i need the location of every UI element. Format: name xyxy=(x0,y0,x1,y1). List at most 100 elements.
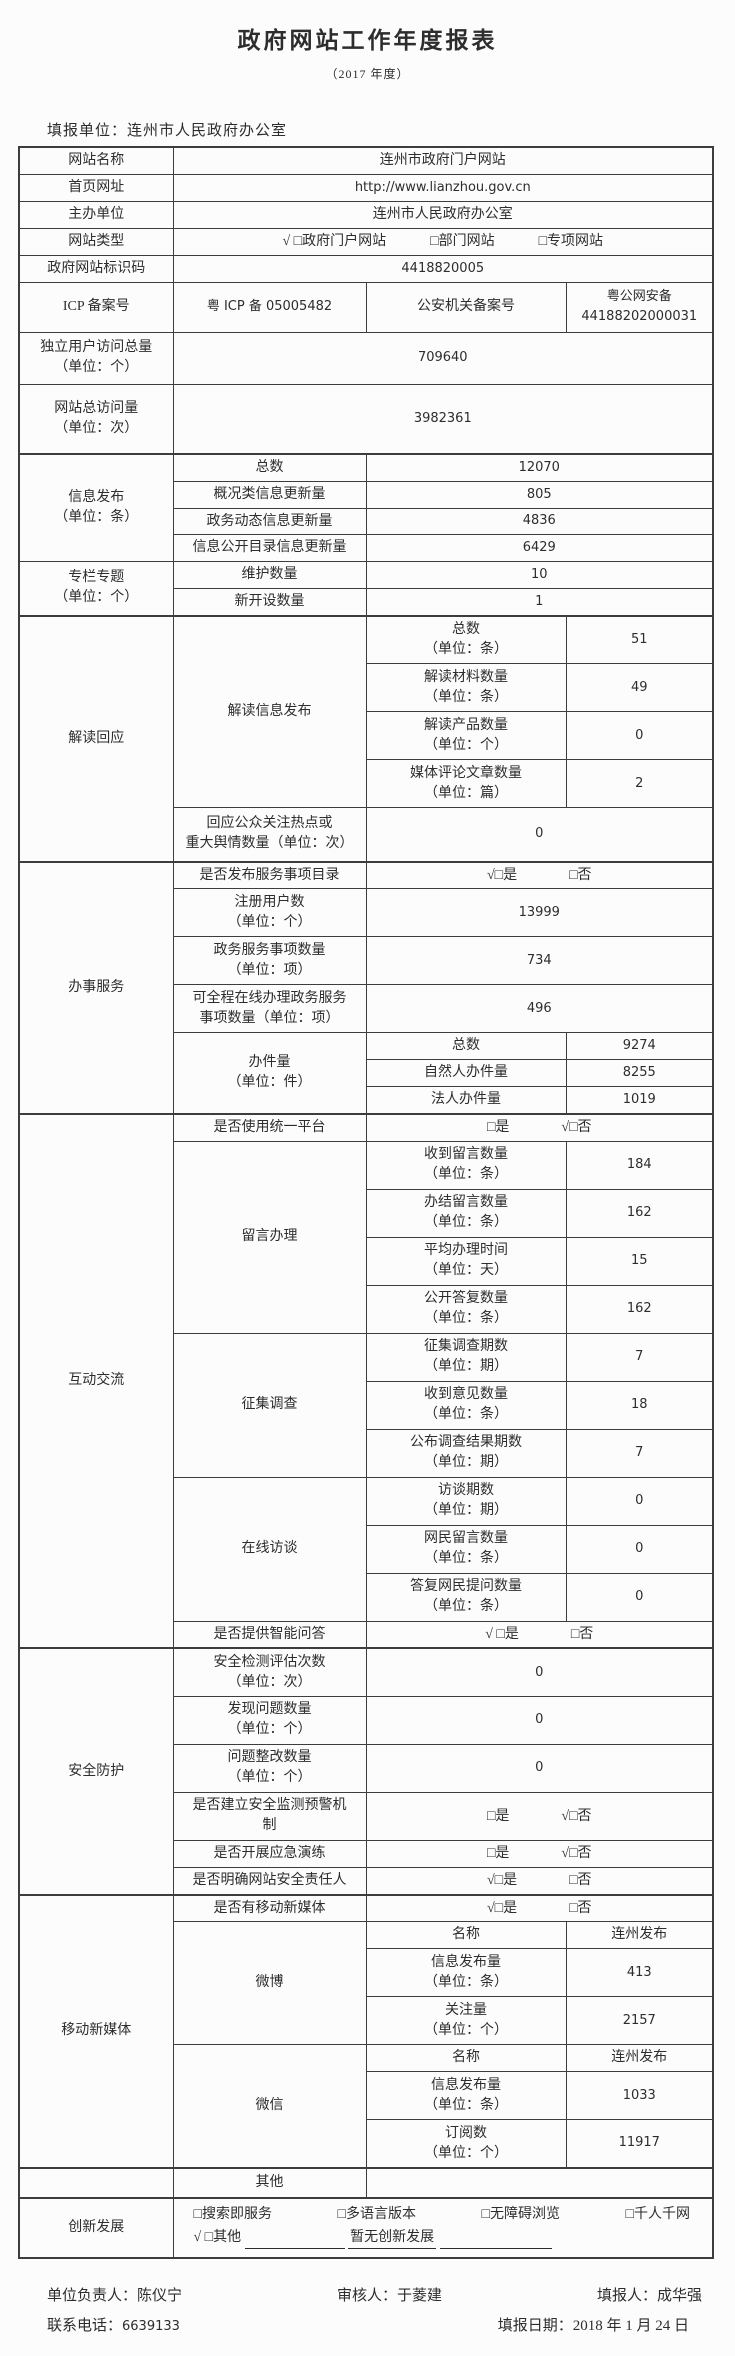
page-title: 政府网站工作年度报表 xyxy=(237,28,498,53)
report-date-label: 填报日期： xyxy=(497,2317,573,2334)
weibo-posts-value: 413 xyxy=(565,1948,714,1998)
interview-replies-label-cell: 答复网民提问数量 （单位：条） xyxy=(365,1572,567,1622)
wechat-label: 微信 xyxy=(172,2044,367,2169)
registered-users-unit: （单位：个） xyxy=(227,914,312,930)
weibo-name-label: 名称 xyxy=(365,1921,567,1950)
emergency-drill-yes-checkbox: □是 xyxy=(486,1846,510,1862)
interp-product-value: 0 xyxy=(565,711,714,761)
emergency-drill-options: □是 √□否 xyxy=(365,1839,714,1868)
volume-person-value: 8255 xyxy=(565,1059,714,1088)
service-items-label: 政务服务事项数量 xyxy=(213,942,326,958)
survey-results-value: 7 xyxy=(565,1428,714,1478)
survey-periods-unit: （单位：期） xyxy=(424,1359,508,1375)
info-release-label: 信息发布 xyxy=(68,490,125,506)
site-type-option-special-checkbox: □专项网站 xyxy=(538,233,604,249)
monitor-mechanism-options: □是 √□否 xyxy=(365,1791,714,1841)
police-record-value-line2: 44188202000031 xyxy=(581,309,698,325)
monitor-mechanism-label-line1: 是否建立安全监测预警机 xyxy=(192,1798,347,1814)
msg-received-value: 184 xyxy=(565,1140,714,1190)
police-record-value-line1: 粤公网安备 xyxy=(606,289,672,305)
security-responsible-no-checkbox: □否 xyxy=(569,1872,592,1888)
info-total-value: 12070 xyxy=(365,453,714,482)
wechat-posts-unit: （单位：条） xyxy=(424,2097,508,2113)
volume-legal-label: 法人办件量 xyxy=(365,1086,567,1115)
msg-public-reply-unit: （单位：条） xyxy=(424,1311,508,1327)
interp-media-value: 2 xyxy=(565,759,714,809)
interp-product-label: 解读产品数量 xyxy=(424,717,508,733)
footer-line-2: 联系电话：6639133 填报日期：2018 年 1 月 24 日 xyxy=(0,2311,735,2342)
hotspot-label-line1: 回应公众关注热点或 xyxy=(206,816,333,832)
unique-visitors-label: 独立用户访问总量 xyxy=(40,340,153,356)
contact-phone-label: 联系电话： xyxy=(47,2317,123,2334)
interpretation-publish-label: 解读信息发布 xyxy=(172,614,367,809)
unique-visitors-value: 709640 xyxy=(172,331,714,385)
msg-public-reply-value: 162 xyxy=(565,1284,714,1334)
unique-visitors-label-cell: 独立用户访问总量 （单位：个） xyxy=(18,331,174,385)
weibo-followers-unit: （单位：个） xyxy=(424,2022,508,2038)
reviewer: 审核人：于菱建 xyxy=(337,2281,442,2311)
weibo-posts-label-cell: 信息发布量 （单位：条） xyxy=(365,1948,567,1998)
problems-fixed-value: 0 xyxy=(365,1743,714,1793)
interview-messages-label-cell: 网民留言数量 （单位：条） xyxy=(365,1524,567,1574)
problems-found-unit: （单位：个） xyxy=(227,1722,312,1738)
reviewer-name: 于菱建 xyxy=(397,2287,443,2304)
service-catalog-no-checkbox: □否 xyxy=(569,867,592,883)
interview-messages-value: 0 xyxy=(565,1524,714,1574)
wechat-posts-label-cell: 信息发布量 （单位：条） xyxy=(365,2071,567,2121)
survey-results-label-cell: 公布调查结果期数 （单位：期） xyxy=(365,1428,567,1478)
interp-product-unit: （单位：个） xyxy=(424,737,508,753)
annual-report-table: 网站名称 连州市政府门户网站 首页网址 http://www.lianzhou.… xyxy=(18,146,715,2259)
police-record-label: 公安机关备案号 xyxy=(365,281,567,333)
interview-replies-value: 0 xyxy=(565,1572,714,1622)
home-url-label: 首页网址 xyxy=(18,173,174,202)
interp-total-value: 51 xyxy=(565,614,714,665)
registered-users-label: 注册用户数 xyxy=(234,894,305,910)
wechat-subscribers-label-cell: 订阅数 （单位：个） xyxy=(365,2119,567,2169)
survey-opinions-label: 收到意见数量 xyxy=(424,1387,508,1403)
service-items-unit: （单位：项） xyxy=(227,962,312,978)
filler-name: 成华强 xyxy=(656,2287,702,2304)
registered-users-label-cell: 注册用户数 （单位：个） xyxy=(172,888,367,938)
reporting-unit-line: 填报单位：连州市人民政府办公室 xyxy=(47,119,735,140)
interview-replies-unit: （单位：条） xyxy=(424,1599,508,1615)
monitor-mechanism-no-checkbox: √□否 xyxy=(561,1808,592,1824)
has-new-media-no-checkbox: □否 xyxy=(569,1900,592,1916)
weibo-name-value: 连州发布 xyxy=(565,1921,714,1950)
info-dynamic-label: 政务动态信息更新量 xyxy=(172,507,367,536)
section-new-media: 移动新媒体 xyxy=(18,1893,174,2169)
problems-fixed-label: 问题整改数量 xyxy=(227,1750,312,1766)
volume-legal-value: 1019 xyxy=(565,1086,714,1115)
signature-footer: 单位负责人：陈仪宁 审核人：于菱建 填报人：成华强 联系电话：6639133 填… xyxy=(0,2281,735,2342)
hotspot-value: 0 xyxy=(365,807,714,863)
service-items-value: 734 xyxy=(365,936,714,986)
problems-found-label: 发现问题数量 xyxy=(227,1702,312,1718)
has-new-media-options: √□是 □否 xyxy=(365,1893,714,1923)
unified-platform-options: □是 √□否 xyxy=(365,1112,714,1142)
weibo-label: 微博 xyxy=(172,1921,367,2046)
survey-opinions-value: 18 xyxy=(565,1380,714,1430)
innovation-option-accessibility-checkbox: □无障碍浏览 xyxy=(481,2207,560,2223)
msg-closed-value: 162 xyxy=(565,1188,714,1238)
icp-value: 粤 ICP 备 05005482 xyxy=(172,281,367,333)
online-items-label-line1: 可全程在线办理政务服务 xyxy=(192,990,347,1006)
interp-material-value: 49 xyxy=(565,663,714,713)
weibo-followers-value: 2157 xyxy=(565,1996,714,2046)
security-responsible-options: √□是 □否 xyxy=(365,1866,714,1896)
special-maintain-value: 10 xyxy=(365,560,714,589)
msg-public-reply-label: 公开答复数量 xyxy=(424,1291,508,1307)
security-checks-unit: （单位：次） xyxy=(227,1674,312,1690)
security-checks-label-cell: 安全检测评估次数 （单位：次） xyxy=(172,1647,367,1697)
has-new-media-yes-checkbox: √□是 xyxy=(486,1900,518,1916)
filler: 填报人：成华强 xyxy=(597,2281,702,2311)
security-responsible-label: 是否明确网站安全责任人 xyxy=(172,1866,367,1896)
message-handling-label: 留言办理 xyxy=(172,1140,367,1334)
msg-avg-time-label: 平均办理时间 xyxy=(424,1243,508,1259)
monitor-mechanism-label-line2: 制 xyxy=(262,1818,277,1834)
innovation-option-search-checkbox: □搜索即服务 xyxy=(193,2207,272,2223)
msg-avg-time-label-cell: 平均办理时间 （单位：天） xyxy=(365,1236,567,1286)
innovation-cell: □搜索即服务 □多语言版本 □无障碍浏览 □千人千网 √ □其他 暂无创新发展 xyxy=(172,2196,714,2259)
survey-periods-value: 7 xyxy=(565,1332,714,1382)
msg-closed-label-cell: 办结留言数量 （单位：条） xyxy=(365,1188,567,1238)
smart-qa-options: √ □是 □否 xyxy=(365,1620,714,1649)
monitor-mechanism-yes-checkbox: □是 xyxy=(486,1808,510,1824)
